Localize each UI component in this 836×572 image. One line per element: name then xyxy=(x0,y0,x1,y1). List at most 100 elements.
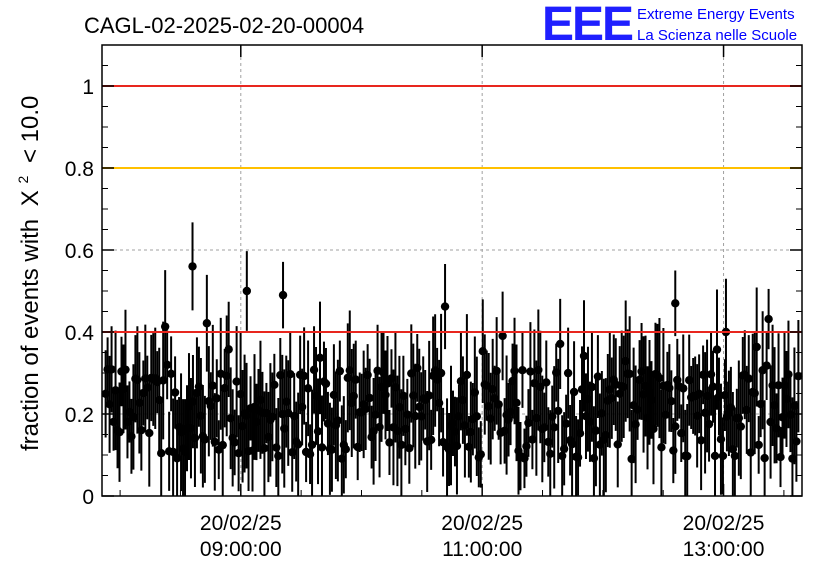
data-point xyxy=(230,438,239,447)
data-point xyxy=(121,365,130,374)
y-tick-label: 0 xyxy=(82,486,94,509)
data-point xyxy=(426,435,436,445)
data-point xyxy=(561,419,571,428)
data-point xyxy=(718,451,728,461)
data-point xyxy=(625,369,634,379)
data-point xyxy=(696,436,706,445)
data-point xyxy=(708,382,718,391)
data-point xyxy=(667,396,676,406)
y-axis-label-sup: 2 xyxy=(15,176,31,184)
data-point xyxy=(526,367,535,376)
data-point xyxy=(764,314,773,324)
data-point xyxy=(792,437,801,446)
y-axis-label: fraction of events with X 2 < 10.0 xyxy=(7,96,44,451)
data-point xyxy=(313,427,323,436)
chart-title: CAGL-02-2025-02-20-00004 xyxy=(84,13,364,38)
data-point xyxy=(270,380,279,390)
data-point xyxy=(137,425,146,435)
data-point xyxy=(303,384,313,393)
data-point xyxy=(286,369,295,379)
data-point xyxy=(730,451,740,461)
data-point xyxy=(752,342,761,352)
reference-lines xyxy=(102,85,802,333)
data-point xyxy=(365,393,374,403)
x-tick-label-date: 20/02/25 xyxy=(441,512,523,535)
y-axis-label-suffix: < 10.0 xyxy=(17,96,44,163)
data-point xyxy=(591,426,601,435)
data-point xyxy=(260,443,269,453)
data-point xyxy=(760,453,769,463)
data-point xyxy=(613,440,622,449)
data-point xyxy=(671,422,680,431)
x-tick-label-date: 20/02/25 xyxy=(200,512,282,535)
data-point xyxy=(278,290,288,300)
y-axis-label-symbol: X xyxy=(17,190,44,206)
data-point xyxy=(436,368,446,378)
logo-line-1: Extreme Energy Events xyxy=(637,6,795,23)
x-tick-label-time: 13:00:00 xyxy=(683,538,765,561)
data-point xyxy=(655,373,664,383)
data-point xyxy=(315,353,325,362)
y-axis-ticks: 0 0.2 0.4 0.6 0.8 1 xyxy=(65,65,802,509)
x-axis-ticks: 20/02/25 09:00:00 20/02/25 11:00:00 20/02/25… xyxy=(119,45,785,561)
data-point xyxy=(683,451,692,461)
data-point xyxy=(200,435,210,444)
data-point xyxy=(476,450,485,459)
x-tick-label-date: 20/02/25 xyxy=(683,512,765,535)
y-tick-label: 0.4 xyxy=(65,322,95,345)
data-point xyxy=(351,375,360,384)
data-point xyxy=(145,428,154,438)
data-point xyxy=(107,365,116,374)
data-point xyxy=(307,440,317,449)
y-tick-label: 0.2 xyxy=(65,404,94,427)
data-point xyxy=(293,440,303,449)
data-point xyxy=(563,368,573,378)
data-point xyxy=(274,451,283,461)
data-point xyxy=(542,378,551,387)
data-point xyxy=(411,411,420,421)
y-axis-label-prefix: fraction of events with xyxy=(17,219,44,451)
data-point xyxy=(160,322,170,331)
data-point xyxy=(218,440,227,450)
data-point xyxy=(593,372,603,381)
data-point xyxy=(744,374,753,383)
data-point xyxy=(335,366,345,376)
data-point xyxy=(210,437,219,447)
data-point xyxy=(157,448,166,458)
data-point xyxy=(512,398,521,408)
data-point xyxy=(299,371,309,381)
data-point xyxy=(321,379,331,388)
data-point xyxy=(746,448,755,457)
data-point xyxy=(361,404,370,414)
y-tick-label: 1 xyxy=(82,76,94,99)
data-point xyxy=(498,331,507,341)
x-tick-label-time: 09:00:00 xyxy=(200,538,282,561)
data-point xyxy=(704,419,714,429)
data-point xyxy=(550,423,559,432)
data-point xyxy=(405,444,414,453)
data-point xyxy=(587,382,597,392)
data-point xyxy=(212,394,221,403)
data-point xyxy=(754,440,763,450)
data-point xyxy=(710,451,720,461)
data-point xyxy=(569,387,579,397)
data-point xyxy=(462,370,472,380)
data-point xyxy=(553,406,563,416)
data-point xyxy=(440,302,450,311)
data-point xyxy=(202,319,212,328)
data-point xyxy=(242,286,252,296)
data-point xyxy=(657,443,666,452)
data-point xyxy=(794,371,803,381)
data-point xyxy=(232,377,241,386)
data-point xyxy=(679,384,688,393)
data-point xyxy=(546,449,555,459)
data-point xyxy=(397,440,406,450)
data-point xyxy=(333,416,343,425)
data-point xyxy=(188,262,197,271)
x-tick-label-time: 11:00:00 xyxy=(442,538,522,561)
logo-mark: EEE xyxy=(542,0,633,51)
data-point xyxy=(208,381,218,390)
data-point xyxy=(555,339,565,349)
data-points xyxy=(101,222,803,496)
